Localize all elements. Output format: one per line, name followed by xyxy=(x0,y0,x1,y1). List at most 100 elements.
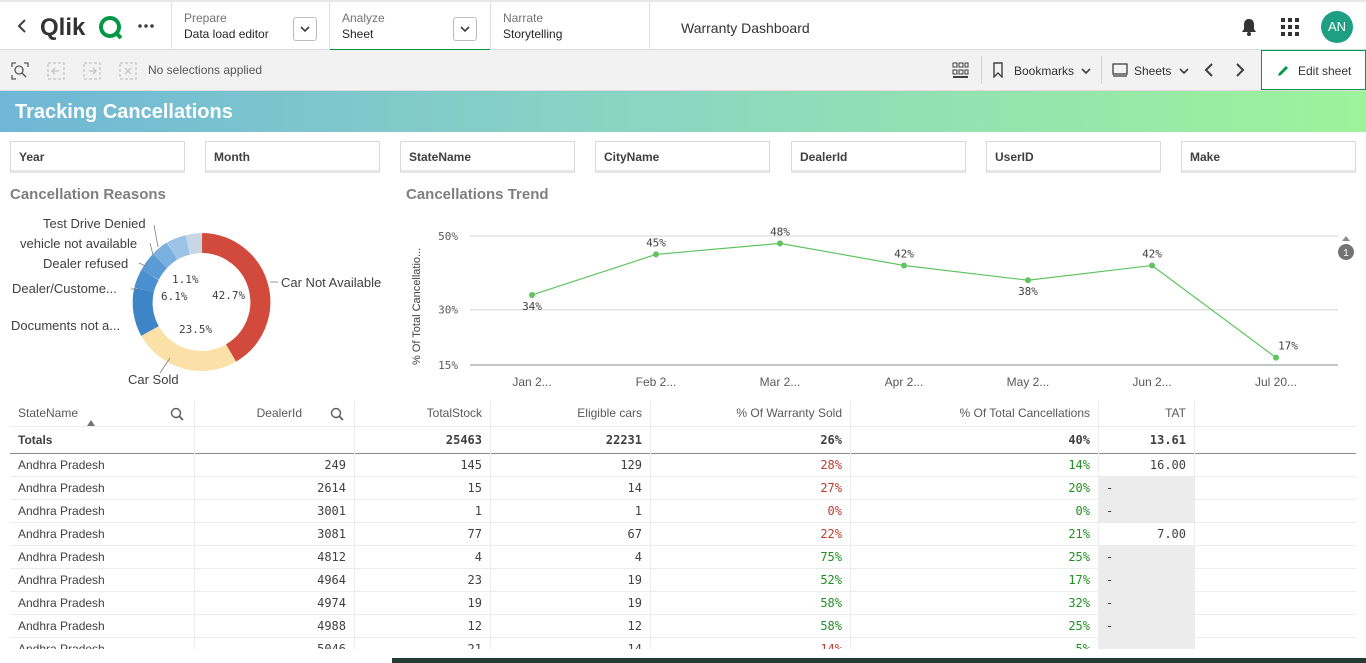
user-avatar[interactable]: AN xyxy=(1321,11,1353,43)
filter-cityname[interactable]: CityName xyxy=(595,141,770,173)
app-title: Warranty Dashboard xyxy=(681,20,810,36)
cell-statename[interactable]: Andhra Pradesh xyxy=(18,504,105,518)
slice-car-sold[interactable] xyxy=(141,325,237,371)
cell-eligible-cars: 4 xyxy=(634,550,642,564)
cancellation-reasons-donut-chart[interactable]: Car Not Available Car Sold Documents not… xyxy=(8,205,398,395)
x-tick-label[interactable]: Mar 2... xyxy=(760,375,801,389)
nav-narrate[interactable]: Narrate Storytelling xyxy=(490,2,650,50)
cell-statename[interactable]: Andhra Pradesh xyxy=(18,550,105,564)
cell-statename[interactable]: Andhra Pradesh xyxy=(18,458,105,472)
cell-warranty-sold: 28% xyxy=(820,458,842,472)
x-tick-label[interactable]: Apr 2... xyxy=(885,375,924,389)
prepare-dropdown-button[interactable] xyxy=(293,17,317,41)
cell-totalstock: 23 xyxy=(467,573,482,587)
col-header-warranty-sold[interactable]: % Of Warranty Sold xyxy=(736,406,842,420)
sheets-label: Sheets xyxy=(1134,64,1172,78)
cell-statename[interactable]: Andhra Pradesh xyxy=(18,596,105,610)
cell-dealerid[interactable]: 249 xyxy=(324,458,346,472)
sheet-grid-icon[interactable] xyxy=(952,62,969,79)
search-icon[interactable] xyxy=(170,407,184,421)
slice-dealer-customer[interactable] xyxy=(134,270,159,293)
column-divider xyxy=(1194,401,1195,649)
previous-sheet-icon[interactable] xyxy=(1202,62,1216,78)
trend-data-point[interactable] xyxy=(1149,262,1155,269)
cell-statename[interactable]: Andhra Pradesh xyxy=(18,481,105,495)
next-sheet-icon[interactable] xyxy=(1233,62,1247,78)
slice-test-drive-denied[interactable] xyxy=(167,235,191,260)
nav-analyze-label: Analyze xyxy=(342,11,385,25)
cell-dealerid[interactable]: 4964 xyxy=(317,573,346,587)
cell-tat: - xyxy=(1098,477,1194,499)
trend-data-point[interactable] xyxy=(653,251,659,258)
cell-dealerid[interactable]: 4988 xyxy=(317,619,346,633)
trend-y-axis-label: % Of Total Cancellatio... xyxy=(411,248,423,365)
slice-others[interactable] xyxy=(185,233,203,255)
col-header-tat[interactable]: TAT xyxy=(1165,406,1186,420)
filter-dealerid[interactable]: DealerId xyxy=(791,141,966,173)
cell-dealerid[interactable]: 2614 xyxy=(317,481,346,495)
filter-year[interactable]: Year xyxy=(10,141,185,173)
donut-svg: Car Not Available Car Sold Documents not… xyxy=(11,216,381,387)
donut-label-documents: Documents not a... xyxy=(11,318,120,333)
pencil-icon xyxy=(1278,66,1288,76)
filter-statename[interactable]: StateName xyxy=(400,141,575,173)
slice-documents-not-available[interactable] xyxy=(132,287,159,336)
bottom-window-strip xyxy=(0,658,1366,663)
cell-dealerid[interactable]: 5046 xyxy=(317,642,346,649)
table-row: Andhra Pradesh 3081 77 67 22% 21% 7.00 xyxy=(10,523,1356,546)
slice-vehicle-not-available[interactable] xyxy=(152,242,178,268)
nav-prepare[interactable]: Prepare Data load editor xyxy=(171,2,329,50)
col-header-dealerid[interactable]: DealerId xyxy=(256,406,302,420)
col-header-statename[interactable]: StateName xyxy=(10,401,194,426)
apps-grid-icon[interactable] xyxy=(1281,18,1299,36)
cell-tat: 7.00 xyxy=(1157,527,1186,541)
more-options-icon[interactable] xyxy=(136,16,156,36)
cell-statename[interactable]: Andhra Pradesh xyxy=(18,619,105,633)
x-tick-label[interactable]: Jul 20... xyxy=(1255,375,1297,389)
col-header-eligible-cars[interactable]: Eligible cars xyxy=(577,406,642,420)
selection-toolbar: No selections applied Bookmarks Sheets E… xyxy=(0,50,1366,91)
col-header-totalstock[interactable]: TotalStock xyxy=(426,406,482,420)
trend-data-point[interactable] xyxy=(1025,277,1031,284)
back-chevron-icon[interactable] xyxy=(14,17,32,35)
smart-search-icon[interactable] xyxy=(11,62,29,80)
x-tick-label[interactable]: Jun 2... xyxy=(1132,375,1171,389)
search-icon[interactable] xyxy=(330,407,344,421)
trend-data-point[interactable] xyxy=(529,291,535,298)
filter-userid[interactable]: UserID xyxy=(986,141,1161,173)
nav-analyze[interactable]: Analyze Sheet xyxy=(329,2,490,51)
cell-statename[interactable]: Andhra Pradesh xyxy=(18,642,105,649)
slice-dealer-refused[interactable] xyxy=(141,254,168,280)
edit-sheet-button[interactable]: Edit sheet xyxy=(1261,50,1366,90)
filter-month[interactable]: Month xyxy=(205,141,380,173)
cancellations-trend-line-chart[interactable]: % Of Total Cancellatio... 50% 30% 15% Jan … xyxy=(404,205,1366,397)
x-tick-label[interactable]: May 2... xyxy=(1007,375,1050,389)
no-selections-text: No selections applied xyxy=(148,63,263,77)
cell-dealerid[interactable]: 3081 xyxy=(317,527,346,541)
notifications-bell-icon[interactable] xyxy=(1240,17,1258,37)
sheet-title: Tracking Cancellations xyxy=(15,101,233,123)
toolbar-divider xyxy=(1101,56,1102,84)
cell-dealerid[interactable]: 4812 xyxy=(317,550,346,564)
nav-narrate-label: Narrate xyxy=(503,11,544,25)
cell-statename[interactable]: Andhra Pradesh xyxy=(18,573,105,587)
trend-data-point[interactable] xyxy=(777,240,783,247)
cell-dealerid[interactable]: 4974 xyxy=(317,596,346,610)
donut-label-dealer-customer: Dealer/Custome... xyxy=(12,281,117,296)
x-tick-label[interactable]: Feb 2... xyxy=(636,375,677,389)
col-header-total-cancellations[interactable]: % Of Total Cancellations xyxy=(959,406,1090,420)
cell-statename[interactable]: Andhra Pradesh xyxy=(18,527,105,541)
trend-data-point[interactable] xyxy=(1273,354,1279,361)
filter-make[interactable]: Make xyxy=(1181,141,1356,173)
trend-value-label: 38% xyxy=(1018,285,1038,298)
cell-tat: - xyxy=(1098,546,1194,568)
sort-ascending-icon[interactable] xyxy=(86,419,96,427)
trend-data-point[interactable] xyxy=(901,262,907,269)
cell-dealerid[interactable]: 3001 xyxy=(317,504,346,518)
x-tick-label[interactable]: Jan 2... xyxy=(512,375,551,389)
donut-label-vehicle-not-available: vehicle not available xyxy=(20,236,137,251)
analyze-dropdown-button[interactable] xyxy=(453,17,477,41)
scroll-badge[interactable]: 1 xyxy=(1338,236,1354,260)
slice-car-not-available[interactable] xyxy=(201,233,271,362)
qlik-logo[interactable]: Qlik xyxy=(40,13,124,41)
